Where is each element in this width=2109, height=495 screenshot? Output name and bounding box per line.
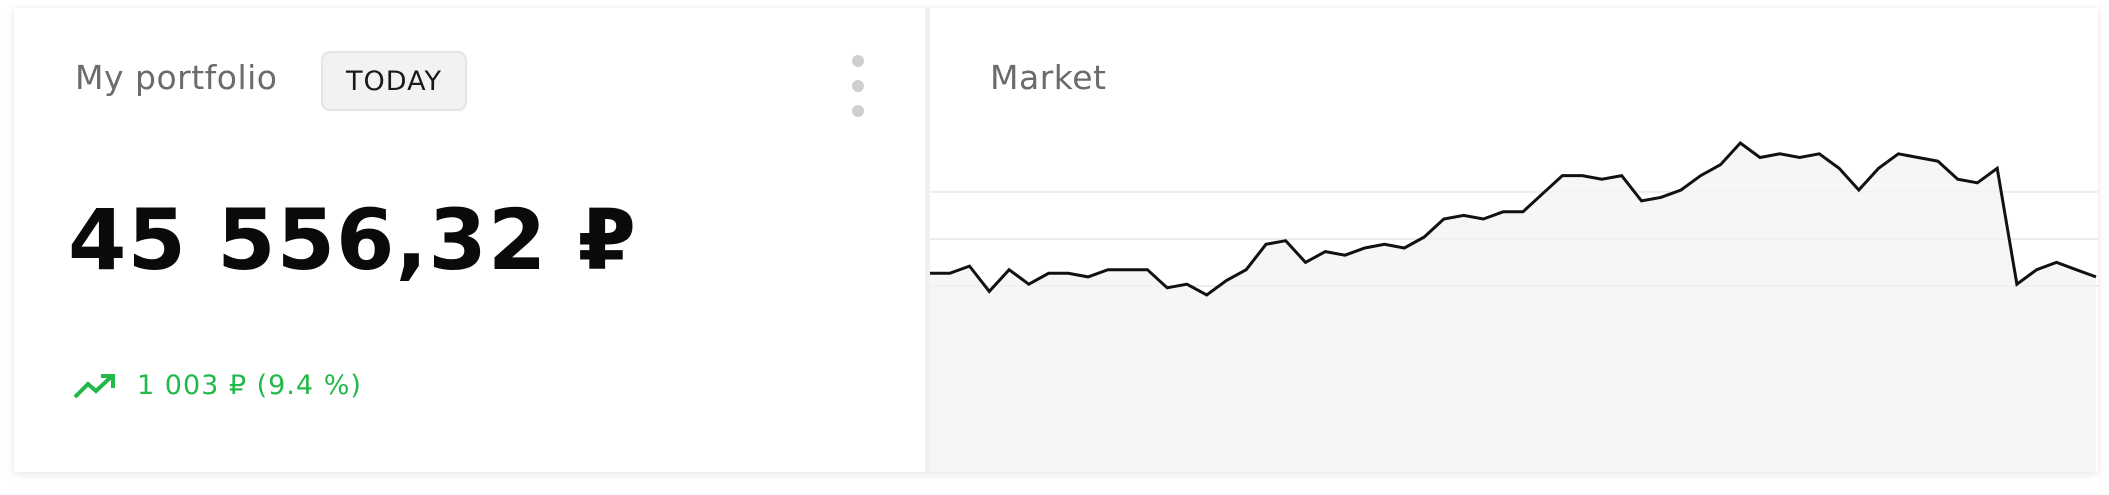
portfolio-widget: My portfolio TODAY 45 556,32 ₽ 1 003 ₽ (…	[14, 8, 2098, 472]
market-chart	[930, 140, 2098, 472]
period-selector-button[interactable]: TODAY	[321, 51, 467, 111]
menu-dot	[852, 80, 864, 92]
market-title: Market	[990, 58, 1107, 97]
more-vertical-icon[interactable]	[848, 55, 868, 117]
portfolio-balance: 45 556,32 ₽	[68, 191, 637, 289]
portfolio-change-value: 1 003 ₽ (9.4 %)	[137, 370, 362, 401]
market-area	[930, 143, 2096, 472]
portfolio-change: 1 003 ₽ (9.4 %)	[73, 370, 362, 401]
portfolio-title: My portfolio	[75, 58, 278, 97]
portfolio-panel: My portfolio TODAY 45 556,32 ₽ 1 003 ₽ (…	[14, 8, 930, 472]
market-line	[930, 140, 2097, 297]
market-panel: Market	[930, 8, 2098, 472]
trending-up-icon	[73, 373, 115, 398]
menu-dot	[852, 55, 864, 67]
menu-dot	[852, 105, 864, 117]
